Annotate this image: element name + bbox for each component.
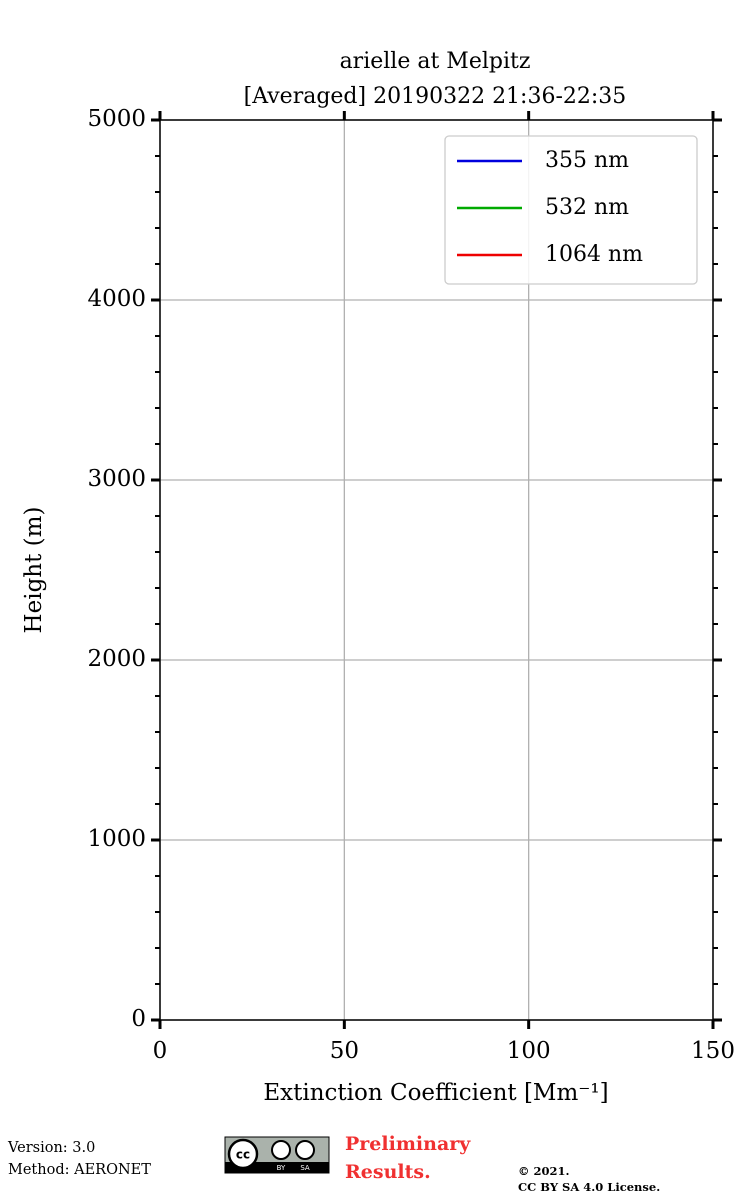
y-tick-label: 4000 (87, 286, 146, 312)
badge-by: BY (277, 1164, 286, 1172)
x-tick-label: 0 (153, 1038, 168, 1064)
version: Version: 3.0 (7, 1140, 95, 1156)
chart-title: arielle at Melpitz (340, 49, 531, 74)
y-tick-label: 5000 (87, 106, 146, 132)
preliminary: Results. (345, 1161, 431, 1183)
plot-frame (159, 119, 714, 1021)
preliminary: Preliminary (345, 1133, 471, 1155)
x-tick-label: 150 (691, 1038, 735, 1064)
x-tick-label: 50 (330, 1038, 359, 1064)
y-axis-label: Height (m) (21, 507, 47, 634)
y-tick-label: 2000 (87, 646, 146, 672)
license: © 2021. (518, 1164, 570, 1178)
license: CC BY SA 4.0 License. (518, 1180, 660, 1194)
legend-label: 355 nm (545, 148, 629, 173)
cc-badge: cc BY SA (224, 1136, 330, 1174)
badge-sa: SA (300, 1164, 310, 1172)
y-tick-label: 0 (131, 1006, 146, 1032)
chart-subtitle: [Averaged] 20190322 21:36-22:35 (244, 84, 627, 109)
legend-label: 532 nm (545, 195, 629, 220)
y-tick-label: 1000 (87, 826, 146, 852)
legend: 355 nm 532 nm 1064 nm (444, 135, 698, 285)
y-tick-label: 3000 (87, 466, 146, 492)
x-axis-label: Extinction Coefficient [Mm⁻¹] (263, 1080, 608, 1106)
x-tick-label: 100 (507, 1038, 551, 1064)
method: Method: AERONET (8, 1162, 151, 1178)
legend-box (444, 135, 698, 285)
badge-cc: cc (236, 1148, 250, 1162)
legend-label: 1064 nm (545, 242, 643, 267)
